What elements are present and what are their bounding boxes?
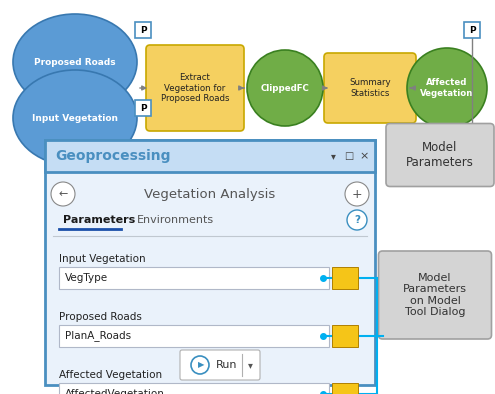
Text: ▶: ▶ — [198, 361, 204, 370]
Text: Geoprocessing: Geoprocessing — [55, 149, 170, 163]
Text: VegType: VegType — [65, 273, 108, 283]
Text: Input Vegetation: Input Vegetation — [32, 113, 118, 123]
Ellipse shape — [407, 48, 487, 128]
FancyBboxPatch shape — [332, 383, 358, 394]
Text: Summary
Statistics: Summary Statistics — [349, 78, 391, 98]
Circle shape — [347, 210, 367, 230]
Text: Affected Vegetation: Affected Vegetation — [59, 370, 162, 380]
FancyBboxPatch shape — [332, 325, 358, 347]
Circle shape — [51, 182, 75, 206]
Ellipse shape — [13, 14, 137, 110]
Text: +: + — [351, 188, 362, 201]
Text: PlanA_Roads: PlanA_Roads — [65, 331, 131, 342]
Text: ×: × — [359, 151, 369, 161]
Text: ←: ← — [58, 189, 68, 199]
FancyBboxPatch shape — [59, 267, 329, 289]
Text: P: P — [469, 26, 475, 35]
Text: Extract
Vegetation for
Proposed Roads: Extract Vegetation for Proposed Roads — [161, 73, 229, 103]
FancyBboxPatch shape — [464, 22, 480, 38]
Text: Model
Parameters: Model Parameters — [406, 141, 474, 169]
FancyBboxPatch shape — [45, 140, 375, 172]
FancyBboxPatch shape — [332, 267, 358, 289]
Text: Input Vegetation: Input Vegetation — [59, 254, 146, 264]
FancyBboxPatch shape — [146, 45, 244, 131]
FancyBboxPatch shape — [45, 140, 375, 385]
Text: □: □ — [345, 151, 353, 161]
FancyBboxPatch shape — [324, 53, 416, 123]
Circle shape — [345, 182, 369, 206]
Text: Proposed Roads: Proposed Roads — [59, 312, 142, 322]
Text: Affected
Vegetation: Affected Vegetation — [420, 78, 474, 98]
FancyBboxPatch shape — [59, 383, 329, 394]
Text: AffectedVegetation: AffectedVegetation — [65, 389, 165, 394]
Text: P: P — [140, 26, 147, 35]
FancyBboxPatch shape — [386, 123, 494, 186]
FancyBboxPatch shape — [180, 350, 260, 380]
Ellipse shape — [247, 50, 323, 126]
Text: Parameters: Parameters — [63, 215, 135, 225]
Text: Proposed Roads: Proposed Roads — [34, 58, 116, 67]
Text: Run: Run — [216, 360, 238, 370]
Ellipse shape — [13, 70, 137, 166]
FancyBboxPatch shape — [59, 325, 329, 347]
FancyBboxPatch shape — [379, 251, 492, 339]
Text: ClippedFC: ClippedFC — [261, 84, 309, 93]
Text: P: P — [140, 104, 147, 113]
Text: Environments: Environments — [137, 215, 214, 225]
Text: Model
Parameters
on Model
Tool Dialog: Model Parameters on Model Tool Dialog — [403, 273, 467, 318]
Text: ?: ? — [354, 215, 360, 225]
Circle shape — [191, 356, 209, 374]
Text: ▾: ▾ — [331, 151, 336, 161]
FancyBboxPatch shape — [135, 22, 151, 38]
Text: ▾: ▾ — [248, 360, 252, 370]
Text: Vegetation Analysis: Vegetation Analysis — [145, 188, 276, 201]
FancyBboxPatch shape — [135, 100, 151, 116]
